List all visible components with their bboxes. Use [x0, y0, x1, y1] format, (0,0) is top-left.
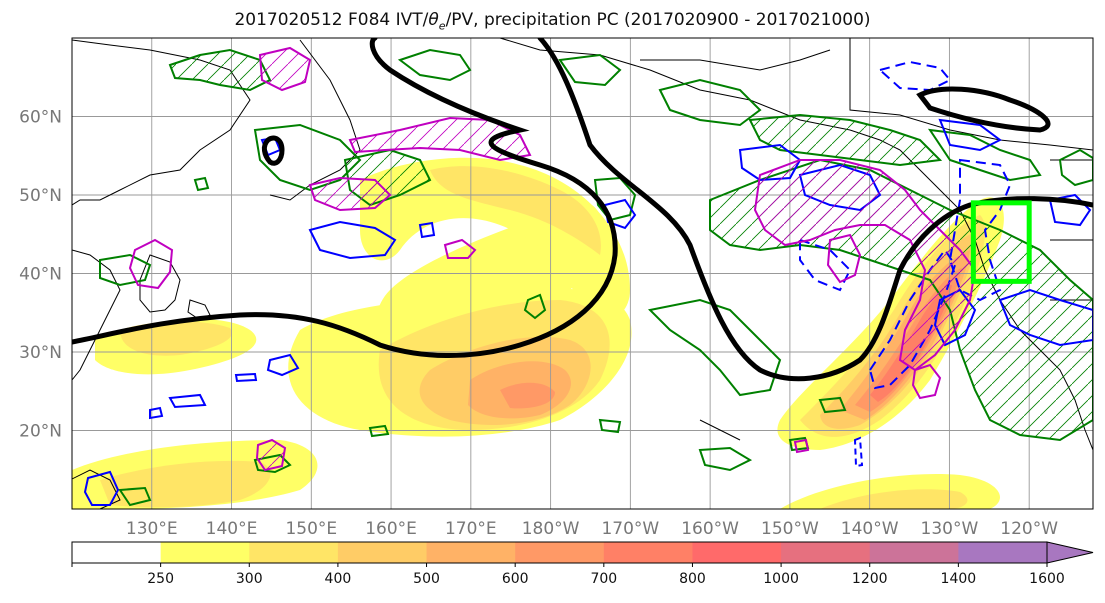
lon-tick-label: 130°W: [921, 519, 979, 539]
colorbar-tick-label: 1200: [852, 571, 888, 587]
colorbar-extend-arrow: [1046, 541, 1094, 564]
lon-tick-label: 150°E: [285, 519, 337, 539]
colorbar-segment: [781, 542, 871, 563]
colorbar-tick-label: 250: [147, 571, 174, 587]
colorbar-tick-label: 1000: [763, 571, 799, 587]
colorbar-tick-label: 400: [325, 571, 352, 587]
lon-tick-label: 180°W: [522, 519, 580, 539]
lon-tick-label: 140°W: [841, 519, 899, 539]
lat-tick-label: 50°N: [19, 186, 62, 206]
colorbar-tick-label: 300: [236, 571, 263, 587]
theta-e-contours: [72, 38, 1093, 382]
colorbar: 250 300 400 500 600 700 800 1000 1200 1400 1600: [71, 541, 1094, 587]
lon-tick-label: 140°E: [206, 519, 258, 539]
map-area: [72, 38, 1093, 509]
colorbar-segment: [160, 542, 250, 563]
lon-tick-labels: 130°E 140°E 150°E 160°E 170°E 180°W 170°W 160°W…: [126, 519, 1058, 539]
colorbar-segment: [869, 542, 959, 563]
lat-tick-labels: 20°N 30°N 40°N 50°N 60°N: [19, 108, 62, 442]
colorbar-segment: [426, 542, 516, 563]
colorbar-tick-label: 800: [679, 571, 706, 587]
lon-tick-label: 160°E: [365, 519, 417, 539]
colorbar-segment: [958, 542, 1048, 563]
theta-symbol: θ: [428, 10, 439, 30]
colorbar-segment: [515, 542, 605, 563]
lat-tick-label: 40°N: [19, 265, 62, 285]
colorbar-tick-label: 1400: [941, 571, 977, 587]
lon-tick-label: 170°W: [601, 519, 659, 539]
lat-tick-label: 20°N: [19, 422, 62, 442]
figure-title: 2017020512 F084 IVT/θe/PV, precipitation…: [234, 10, 871, 33]
lat-tick-label: 60°N: [19, 108, 62, 128]
colorbar-tick-label: 1600: [1029, 571, 1065, 587]
colorbar-segment: [249, 542, 339, 563]
lon-tick-label: 120°W: [1000, 519, 1058, 539]
lon-tick-label: 170°E: [445, 519, 497, 539]
colorbar-outline: [71, 541, 1048, 564]
lon-tick-label: 150°W: [761, 519, 819, 539]
lon-tick-label: 130°E: [126, 519, 178, 539]
colorbar-segment: [337, 542, 428, 563]
focus-region-box: [970, 200, 1032, 284]
colorbar-tick-label: 600: [502, 571, 529, 587]
lon-tick-label: 160°W: [681, 519, 739, 539]
map-frame: [71, 37, 1094, 510]
colorbar-segment: [72, 542, 162, 563]
colorbar-segment: [692, 542, 782, 563]
colorbar-segment: [603, 542, 693, 563]
colorbar-tick-label: 700: [590, 571, 617, 587]
colorbar-tick-label: 500: [413, 571, 440, 587]
pv-contours: [128, 46, 977, 472]
lat-tick-label: 30°N: [19, 343, 62, 363]
